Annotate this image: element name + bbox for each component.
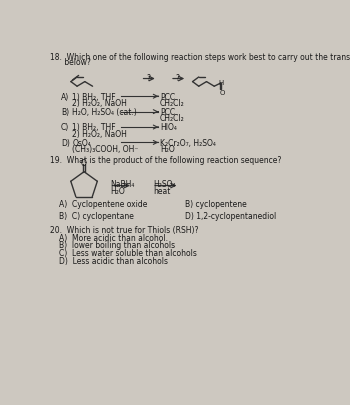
Text: NaBH₄: NaBH₄ (110, 179, 135, 188)
Text: A)  More acidic than alcohol.: A) More acidic than alcohol. (59, 233, 168, 242)
Text: CH₂Cl₂: CH₂Cl₂ (160, 114, 185, 123)
Text: 2) H₂O₂, NaOH: 2) H₂O₂, NaOH (72, 98, 127, 107)
Text: H₂O: H₂O (110, 186, 125, 195)
Text: OsO₄: OsO₄ (72, 139, 91, 147)
Text: 20.  Which is not true for Thiols (RSH)?: 20. Which is not true for Thiols (RSH)? (50, 225, 198, 234)
Text: C)  Less water soluble than alcohols: C) Less water soluble than alcohols (59, 248, 197, 257)
Text: 1) BH₂, THF: 1) BH₂, THF (72, 92, 116, 101)
Text: O: O (220, 90, 225, 96)
Text: K₂Cr₂O₇, H₂SO₄: K₂Cr₂O₇, H₂SO₄ (160, 139, 216, 147)
Text: H: H (218, 80, 223, 86)
Text: B)  C) cyclopentane: B) C) cyclopentane (59, 211, 134, 220)
Text: H₂SO₄: H₂SO₄ (153, 179, 176, 188)
Text: D)  Less acidic than alcohols: D) Less acidic than alcohols (59, 256, 168, 265)
Text: D): D) (61, 139, 70, 147)
Text: (CH₃)₃COOH, OH⁻: (CH₃)₃COOH, OH⁻ (72, 145, 139, 153)
Text: 19.  What is the product of the following reaction sequence?: 19. What is the product of the following… (50, 156, 281, 164)
Text: PCC: PCC (160, 108, 175, 117)
Text: O: O (81, 158, 87, 167)
Text: 2) H₂O₂, NaOH: 2) H₂O₂, NaOH (72, 129, 127, 138)
Text: HIO₄: HIO₄ (160, 123, 177, 132)
Text: 1) BH₂, THF: 1) BH₂, THF (72, 123, 116, 132)
Text: B)  lower boiling than alcohols: B) lower boiling than alcohols (59, 241, 175, 249)
Text: A)  Cyclopentene oxide: A) Cyclopentene oxide (59, 200, 148, 209)
Text: A): A) (61, 92, 69, 101)
Text: H₂O, H₂SO₄ (cat.): H₂O, H₂SO₄ (cat.) (72, 108, 137, 117)
Text: ?: ? (146, 74, 150, 83)
Text: 18.  Which one of the following reaction steps work best to carry out the transf: 18. Which one of the following reaction … (50, 52, 350, 62)
Text: D) 1,2-cyclopentanediol: D) 1,2-cyclopentanediol (185, 211, 276, 220)
Text: ?: ? (175, 74, 180, 83)
Text: B): B) (61, 108, 69, 117)
Text: B) cyclopentene: B) cyclopentene (185, 200, 246, 209)
Text: C): C) (61, 123, 69, 132)
Text: H₂O: H₂O (160, 145, 175, 153)
Text: PCC: PCC (160, 92, 175, 101)
Text: below?: below? (50, 58, 91, 67)
Text: heat: heat (153, 186, 170, 195)
Text: CH₂Cl₂: CH₂Cl₂ (160, 98, 185, 107)
